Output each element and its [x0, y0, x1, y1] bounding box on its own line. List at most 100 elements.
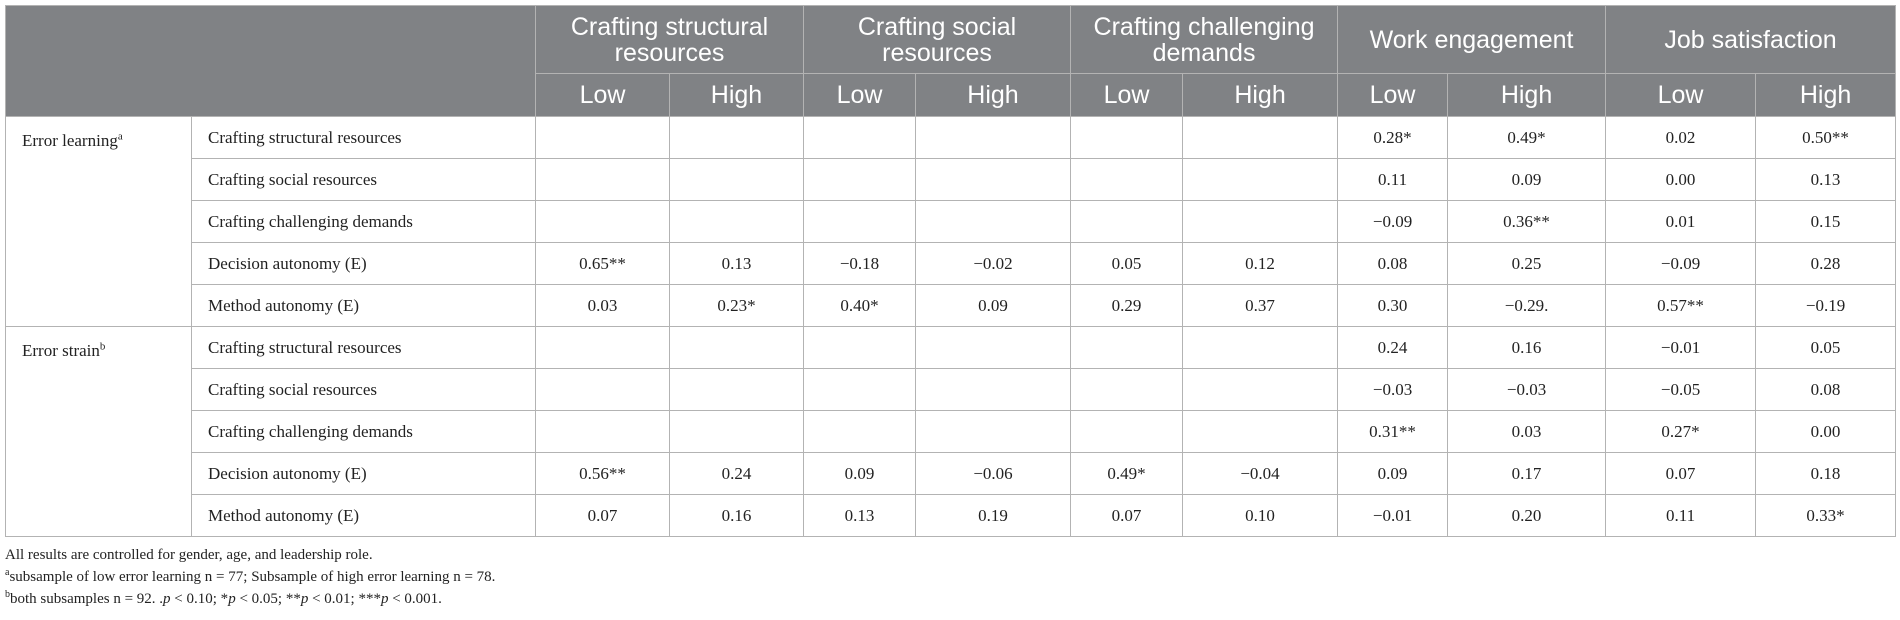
row-group-footnote-marker: b: [99, 340, 106, 353]
coefficient-cell: [803, 410, 917, 453]
coefficient-cell: 0.09: [915, 284, 1072, 327]
footnote-a-marker: a: [5, 567, 10, 578]
coefficient-cell: 0.11: [1605, 494, 1757, 537]
coefficient-cell: [1070, 368, 1184, 411]
coefficient-cell: [915, 410, 1072, 453]
coefficient-cell: [1182, 410, 1339, 453]
coefficient-cell: [1070, 410, 1184, 453]
subheader-high: High: [1447, 73, 1607, 117]
coefficient-cell: [535, 200, 670, 243]
coefficient-cell: 0.25: [1447, 242, 1607, 285]
row-group-label: Error strainb: [5, 326, 192, 537]
subheader-low: Low: [1337, 73, 1449, 117]
coefficient-cell: −0.29.: [1447, 284, 1607, 327]
coefficient-cell: −0.04: [1182, 452, 1339, 495]
footnote-b-text: < 0.10; *: [170, 591, 229, 607]
coefficient-cell: −0.09: [1605, 242, 1757, 285]
coefficient-cell: [1182, 326, 1339, 369]
coefficient-cell: [1070, 200, 1184, 243]
predictor-label: Crafting social resources: [191, 158, 536, 201]
table-row: Method autonomy (E) 0.03 0.23* 0.40* 0.09 0.2…: [6, 284, 1897, 327]
coefficient-cell: [915, 158, 1072, 201]
footnote-controls: All results are controlled for gender, a…: [5, 547, 373, 563]
coefficient-cell: [535, 116, 670, 159]
coefficient-cell: 0.27*: [1605, 410, 1757, 453]
subheader-high: High: [1755, 73, 1897, 117]
coefficient-cell: 0.49*: [1070, 452, 1184, 495]
predictor-label: Method autonomy (E): [191, 494, 536, 537]
table-row: Error learninga Crafting structural resou…: [5, 116, 1897, 327]
subheader-low: Low: [535, 73, 670, 117]
footnote-b-text: < 0.001.: [388, 591, 442, 607]
coefficient-cell: [915, 368, 1072, 411]
predictor-label: Decision autonomy (E): [191, 452, 536, 495]
coefficient-cell: [535, 410, 670, 453]
header-job-satisfaction: Job satisfaction: [1605, 5, 1897, 74]
predictor-label: Decision autonomy (E): [191, 242, 536, 285]
predictor-label: Method autonomy (E): [191, 284, 536, 327]
coefficient-cell: [668, 368, 805, 411]
header-crafting-social-resources: Crafting social resources: [803, 5, 1072, 74]
coefficient-cell: [803, 158, 917, 201]
coefficient-cell: 0.07: [1070, 494, 1184, 537]
coefficient-cell: 0.29: [1070, 284, 1184, 327]
coefficient-cell: −0.18: [803, 242, 917, 285]
coefficient-cell: [668, 200, 805, 243]
footnote-b-text: < 0.01; ***: [308, 591, 381, 607]
coefficient-cell: −0.03: [1447, 368, 1607, 411]
table-row: Method autonomy (E) 0.07 0.16 0.13 0.19 0.07 0…: [6, 494, 1897, 537]
footnote-b: bboth subsamples n = 92. .p < 0.10; *p <…: [5, 588, 1885, 610]
coefficient-cell: [1182, 200, 1339, 243]
coefficient-cell: [668, 158, 805, 201]
coefficient-cell: 0.24: [1337, 326, 1449, 369]
coefficient-cell: 0.08: [1337, 242, 1449, 285]
coefficient-cell: 0.07: [1605, 452, 1757, 495]
coefficient-cell: 0.13: [803, 494, 917, 537]
subheader-low: Low: [1605, 73, 1757, 117]
coefficient-cell: 0.31**: [1337, 410, 1449, 453]
coefficient-cell: 0.33*: [1755, 494, 1897, 537]
coefficient-cell: 0.09: [1337, 452, 1449, 495]
coefficient-cell: 0.30: [1337, 284, 1449, 327]
coefficient-cell: −0.05: [1605, 368, 1757, 411]
coefficient-cell: [803, 326, 917, 369]
coefficient-cell: [915, 116, 1072, 159]
table-row: Decision autonomy (E) 0.56** 0.24 0.09 −0.06…: [6, 452, 1897, 495]
p-symbol: p: [380, 591, 389, 607]
subheader-low: Low: [803, 73, 917, 117]
table-row: Error strainb Crafting structural resourc…: [5, 326, 1897, 537]
coefficient-cell: [535, 158, 670, 201]
coefficient-cell: 0.18: [1755, 452, 1897, 495]
coefficient-cell: [668, 410, 805, 453]
coefficient-cell: 0.40*: [803, 284, 917, 327]
coefficient-cell: 0.05: [1755, 326, 1897, 369]
coefficient-cell: 0.09: [803, 452, 917, 495]
footnote-b-text: both subsamples n = 92. .: [10, 591, 164, 607]
coefficient-cell: 0.37: [1182, 284, 1339, 327]
table-footnotes: All results are controlled for gender, a…: [5, 544, 1885, 610]
coefficient-cell: 0.19: [915, 494, 1072, 537]
footnote-a-text: subsample of low error learning n = 77; …: [9, 569, 496, 585]
table-row: Crafting challenging demands 0.31** 0.03 0.…: [6, 410, 1897, 453]
table-row: Crafting social resources −0.03 −0.03 −0.05…: [6, 368, 1897, 411]
coefficient-cell: 0.15: [1755, 200, 1897, 243]
coefficient-cell: −0.06: [915, 452, 1072, 495]
coefficient-cell: 0.00: [1605, 158, 1757, 201]
header-work-engagement: Work engagement: [1337, 5, 1607, 74]
coefficient-cell: 0.28*: [1337, 116, 1449, 159]
row-group-footnote-marker: a: [117, 130, 123, 143]
coefficient-cell: 0.11: [1337, 158, 1449, 201]
predictor-label: Crafting challenging demands: [191, 410, 536, 453]
coefficient-cell: 0.03: [1447, 410, 1607, 453]
coefficient-cell: 0.36**: [1447, 200, 1607, 243]
coefficient-cell: 0.28: [1755, 242, 1897, 285]
predictor-label: Crafting challenging demands: [191, 200, 536, 243]
results-table: Crafting structural resources Crafting s…: [5, 5, 1897, 537]
footnote-b-text: < 0.05; **: [235, 591, 301, 607]
table-header: Crafting structural resources Crafting s…: [5, 5, 1897, 117]
coefficient-cell: [1182, 116, 1339, 159]
coefficient-cell: [1070, 326, 1184, 369]
header-crafting-challenging-demands: Crafting challenging demands: [1070, 5, 1339, 74]
p-symbol: p: [300, 591, 309, 607]
coefficient-cell: [668, 326, 805, 369]
